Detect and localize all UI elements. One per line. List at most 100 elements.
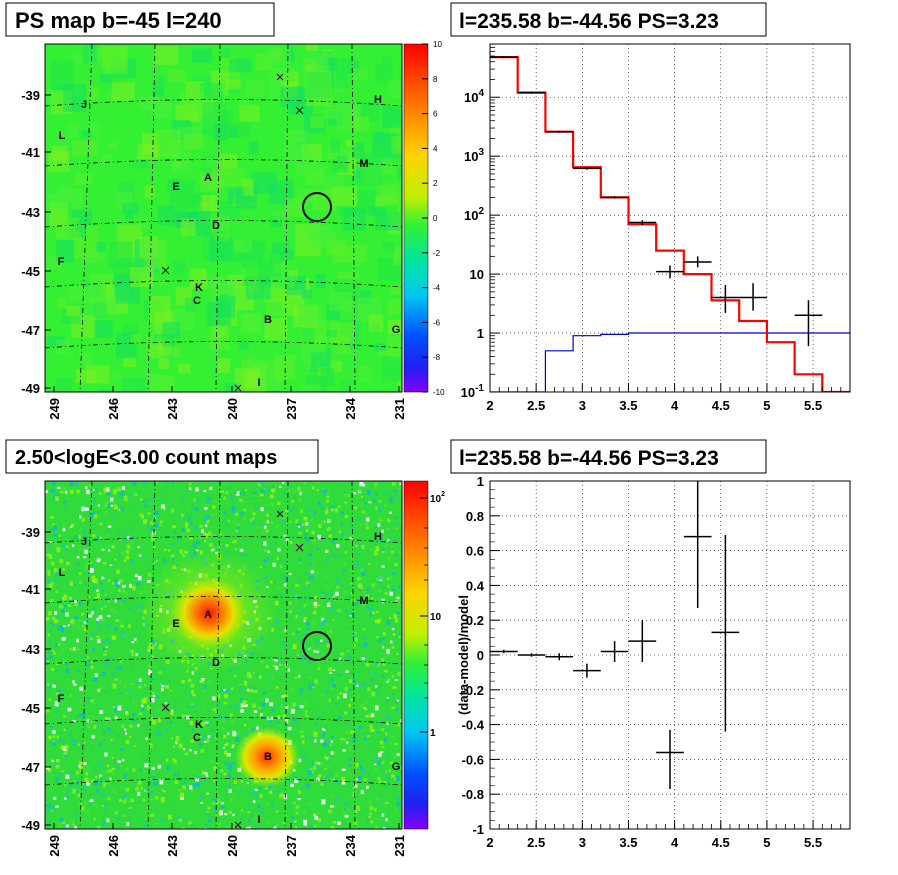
map-texture-cell <box>75 790 79 794</box>
map-texture-cell <box>62 636 66 640</box>
map-texture-cell <box>270 548 274 550</box>
map-texture-cell <box>50 59 74 91</box>
map-texture-cell <box>125 732 128 735</box>
map-texture-cell <box>322 109 338 119</box>
map-texture-cell <box>62 488 66 493</box>
map-texture-cell <box>203 532 206 536</box>
map-texture-cell <box>57 297 67 309</box>
map-texture-cell <box>298 304 323 326</box>
map-texture-cell <box>221 727 225 732</box>
map-texture-cell <box>192 693 196 697</box>
map-texture-cell <box>53 652 56 655</box>
map-texture-cell <box>268 720 272 723</box>
map-texture-cell <box>322 610 326 614</box>
map-texture-cell <box>401 787 402 791</box>
map-texture-cell <box>374 756 378 760</box>
map-texture-cell <box>57 625 62 631</box>
map-texture-cell <box>394 516 398 519</box>
map-texture-cell <box>102 739 105 742</box>
map-texture-cell <box>127 546 131 549</box>
map-texture-cell <box>141 699 145 704</box>
map-texture-cell <box>118 798 123 802</box>
map-texture-cell <box>88 522 93 526</box>
map-texture-cell <box>55 805 59 808</box>
map-texture-cell <box>309 608 314 614</box>
map-texture-cell <box>294 776 299 780</box>
map-texture-cell <box>194 525 197 530</box>
map-texture-cell <box>386 620 391 625</box>
map-texture-cell <box>212 696 216 701</box>
map-texture-cell <box>218 153 238 169</box>
source-label-m: M <box>359 595 368 607</box>
map-texture-cell <box>235 730 238 733</box>
map-texture-cell <box>200 82 223 100</box>
map-texture-cell <box>341 776 345 782</box>
map-texture-cell <box>134 785 137 788</box>
map-texture-cell <box>381 551 385 554</box>
map-texture-cell <box>374 662 378 666</box>
map-texture-cell <box>346 741 349 745</box>
map-texture-cell <box>113 558 117 561</box>
map-texture-cell <box>231 505 235 510</box>
map-texture-cell <box>297 486 301 491</box>
map-texture-cell <box>228 789 232 793</box>
map-texture-cell <box>367 670 371 674</box>
map-texture-cell <box>360 759 364 763</box>
map-texture-cell <box>224 813 228 816</box>
map-texture-cell <box>99 389 110 392</box>
map-texture-cell <box>385 669 389 673</box>
map-texture-cell <box>270 501 275 507</box>
map-texture-cell <box>204 742 207 746</box>
map-texture-cell <box>321 693 325 696</box>
source-label-d: D <box>212 657 220 669</box>
map-texture-cell <box>352 142 365 159</box>
map-texture-cell <box>48 541 52 543</box>
map-texture-cell <box>212 167 224 175</box>
map-texture-cell <box>67 707 72 712</box>
map-texture-cell <box>257 485 260 488</box>
map-texture-cell <box>86 719 90 723</box>
map-texture-cell <box>107 614 111 618</box>
map-texture-cell <box>79 701 83 704</box>
map-texture-cell <box>391 692 395 695</box>
map-texture-cell <box>380 751 384 753</box>
spectrum-y-tick-label: 10 <box>470 267 484 282</box>
map-texture-cell <box>56 600 60 603</box>
map-y-tick-label: -43 <box>21 205 40 220</box>
map-texture-cell <box>186 528 191 533</box>
map-texture-cell <box>160 818 164 822</box>
map-texture-cell <box>177 815 182 819</box>
map-texture-cell <box>46 579 51 584</box>
map-texture-cell <box>273 261 290 275</box>
map-texture-cell <box>320 537 324 542</box>
map-texture-cell <box>125 592 128 595</box>
map-texture-cell <box>96 826 101 829</box>
map-texture-cell <box>389 742 393 745</box>
map-texture-cell <box>295 594 298 597</box>
map-texture-cell <box>51 581 54 584</box>
map-texture-cell <box>303 619 306 623</box>
map-texture-cell <box>204 740 207 743</box>
map-texture-cell <box>90 565 94 568</box>
map-texture-cell <box>319 762 324 766</box>
map-texture-cell <box>378 575 383 580</box>
map-texture-cell <box>306 44 318 52</box>
map-texture-cell <box>391 706 395 710</box>
map-texture-cell <box>189 720 194 726</box>
map-texture-cell <box>63 84 86 112</box>
map-texture-cell <box>336 155 347 170</box>
map-texture-cell <box>157 717 162 723</box>
map-texture-cell <box>202 733 207 739</box>
map-texture-cell <box>107 600 110 603</box>
map-texture-cell <box>243 704 248 707</box>
map-texture-cell <box>259 493 264 497</box>
map-texture-cell <box>69 647 72 651</box>
map-texture-cell <box>58 738 63 743</box>
map-texture-cell <box>289 610 292 614</box>
map-texture-cell <box>81 130 92 138</box>
map-texture-cell <box>184 539 189 542</box>
map-texture-cell <box>350 612 354 616</box>
map-texture-cell <box>389 493 392 497</box>
map-texture-cell <box>362 565 366 569</box>
map-texture-cell <box>392 633 396 636</box>
